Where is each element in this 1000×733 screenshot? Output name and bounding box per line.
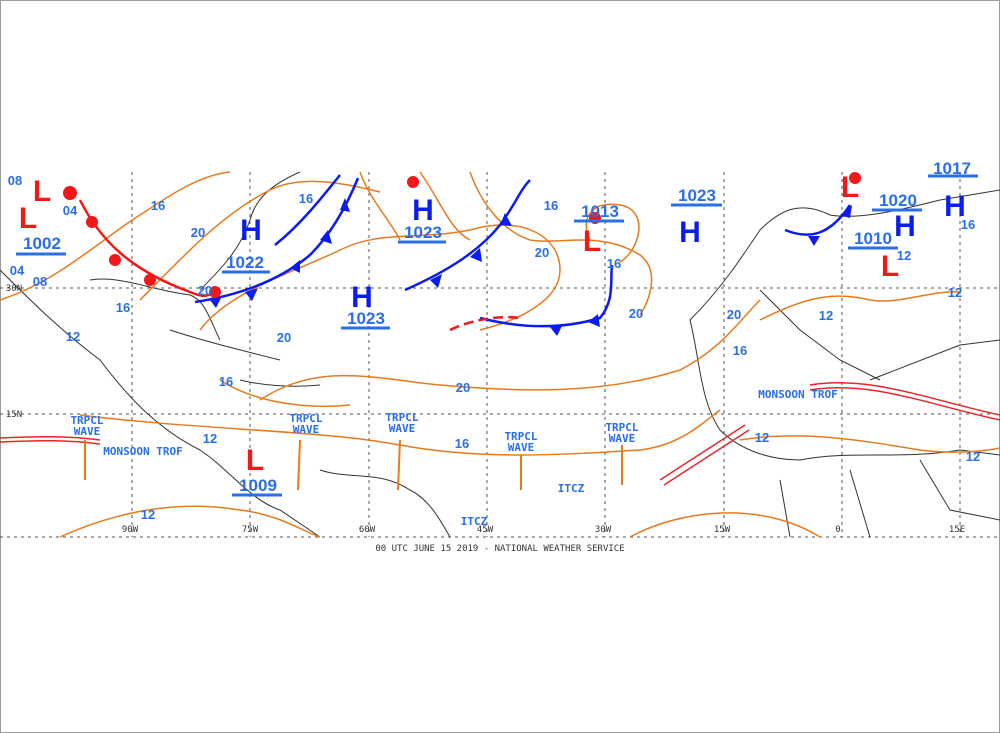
high-pressure-value: 1023 (347, 309, 385, 328)
isobar-label: 20 (629, 306, 643, 321)
longitude-label: 0 (835, 525, 840, 535)
grid-labels: 30N 15N 90W 75W 60W 45W 30W 15W 0 15E (6, 284, 965, 535)
high-pressure-center: H (351, 281, 373, 314)
isobar-label: 04 (10, 263, 25, 278)
high-pressure-center: H (944, 190, 966, 223)
isobar-label: 12 (966, 449, 980, 464)
isobar-label: 16 (116, 300, 130, 315)
longitude-label: 60W (359, 525, 376, 535)
itcz-label: ITCZ (558, 482, 585, 495)
low-pressure-value: 1013 (581, 202, 619, 221)
tropical-wave-label: TRPCL WAVE (605, 421, 638, 445)
high-pressure-value: 1017 (933, 159, 971, 178)
high-pressure-center: H (894, 210, 916, 243)
isobar-label: 12 (66, 329, 80, 344)
isobar-labels: 08 04 04 08 12 16 16 20 20 16 16 20 16 2… (8, 173, 980, 522)
isobar-label: 20 (191, 225, 205, 240)
isobar-label: 20 (535, 245, 549, 260)
isobars (0, 171, 1000, 538)
isobar-label: 16 (961, 217, 975, 232)
high-pressure-value: 1020 (879, 191, 917, 210)
high-pressure-value: 1023 (404, 223, 442, 242)
longitude-label: 75W (242, 525, 259, 535)
feature-labels: TRPCL WAVE TRPCL WAVE TRPCL WAVE TRPCL WAVE … (70, 388, 837, 528)
low-pressure-value: 1002 (23, 234, 61, 253)
high-pressure-center: H (240, 214, 262, 247)
tropical-wave-label: TRPCL WAVE (70, 414, 103, 438)
high-pressure-center: H (679, 216, 701, 249)
longitude-label: 45W (477, 525, 494, 535)
cold-front (194, 177, 360, 304)
isobar-label: 20 (456, 380, 470, 395)
latitude-label: 30N (6, 284, 22, 294)
warm-front-semicircles (63, 172, 861, 298)
isobar-label: 08 (8, 173, 22, 188)
low-pressure-center: L (33, 175, 51, 208)
isobar-label: 20 (277, 330, 291, 345)
isobar-label: 16 (219, 374, 233, 389)
low-pressure-value: 1010 (854, 229, 892, 248)
isobar-label: 16 (544, 198, 558, 213)
isobar-label: 12 (755, 430, 769, 445)
isobar-label: 08 (33, 274, 47, 289)
map-caption: 00 UTC JUNE 15 2019 - NATIONAL WEATHER S… (375, 544, 624, 554)
tropical-wave-label: TRPCL WAVE (385, 411, 418, 435)
monsoon-trough-label: MONSOON TROF (103, 445, 182, 458)
isobar-label: 12 (203, 431, 217, 446)
isobar-label: 12 (948, 285, 962, 300)
cold-front (784, 204, 852, 236)
low-pressure-center: L (841, 171, 859, 204)
isobar-label: 12 (819, 308, 833, 323)
low-pressure-center: L (583, 225, 601, 258)
low-pressure-center: L (246, 444, 264, 477)
itcz-label: ITCZ (461, 515, 488, 528)
isobar-label: 20 (727, 307, 741, 322)
stationary-front (449, 315, 521, 332)
low-pressure-value: 1009 (239, 476, 277, 495)
longitude-label: 30W (595, 525, 612, 535)
tropical-wave-axes (84, 439, 623, 491)
monsoon-trough-label: MONSOON TROF (758, 388, 837, 401)
isobar-label: 16 (733, 343, 747, 358)
high-pressure-value: 1023 (678, 186, 716, 205)
warm-front (78, 199, 216, 297)
front-triangles (210, 198, 852, 336)
high-pressure-center: H (412, 194, 434, 227)
high-pressure-value: 1022 (226, 253, 264, 272)
tropical-wave-label: TRPCL WAVE (504, 430, 537, 454)
isobar-label: 16 (607, 256, 621, 271)
tropical-wave-label: TRPCL WAVE (289, 412, 322, 436)
monsoon-trough (0, 382, 1000, 486)
low-pressure-center: L (881, 250, 899, 283)
isobar-label: 04 (63, 203, 78, 218)
isobar-label: 16 (455, 436, 469, 451)
isobar-label: 20 (198, 283, 212, 298)
longitude-label: 15W (714, 525, 731, 535)
isobar-label: 12 (897, 248, 911, 263)
isobar-label: 16 (151, 198, 165, 213)
longitude-label: 90W (122, 525, 139, 535)
longitude-label: 15E (949, 525, 965, 535)
cold-front (404, 179, 531, 292)
latitude-label: 15N (6, 410, 22, 420)
lat-lon-grid (0, 172, 1000, 538)
isobar-label: 12 (141, 507, 155, 522)
cold-front (274, 174, 341, 246)
isobar-label: 16 (299, 191, 313, 206)
low-pressure-center: L (19, 202, 37, 235)
